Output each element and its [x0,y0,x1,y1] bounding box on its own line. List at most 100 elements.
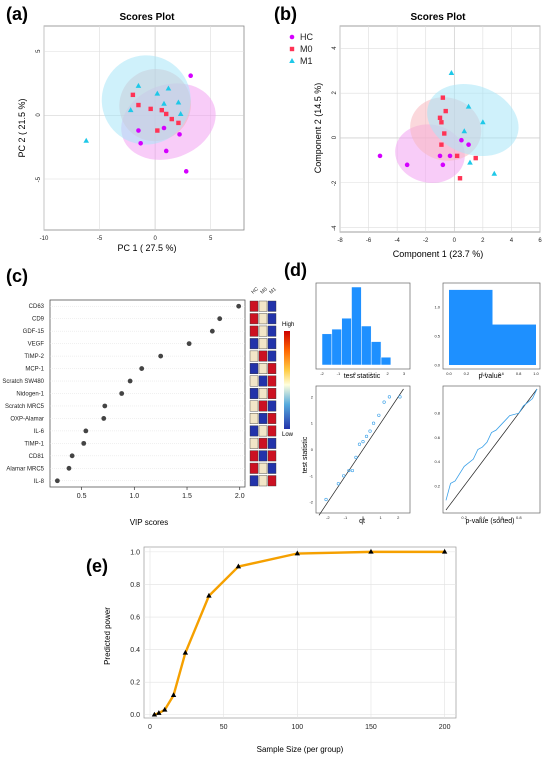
panel-d-qq-point [398,395,402,399]
panel-c-heatmap-cell [267,300,277,312]
panel-d-pp-xtick-label: 0.2 [461,515,467,520]
panel-c-heatmap-cell [249,425,259,437]
panel-d-hist1-bar [370,341,382,366]
panel-c-heatmap-cell [258,338,268,350]
panel-c-x-tick-label: 1.0 [129,493,139,500]
panel-c-heatmap-cell [267,437,277,449]
panel-a-point-m1 [154,90,161,96]
panel-a-point-hc [136,128,141,133]
panel-d-hist2-xlabel: p-value [479,373,502,380]
panel-c-category-label: Nidogen-1 [16,392,44,398]
panel-c-heatmap-cell [249,413,259,424]
panel-e-xlabel: Sample Size (per group) [257,745,344,754]
panel-a-point-hc [183,169,189,174]
panel-b-xlabel: Component 1 (23.7 %) [393,249,484,259]
panel-d-pp-xtick-label: 0.8 [516,515,522,520]
panel-b-point-hc [404,162,410,168]
panel-d-qq-point [377,413,381,417]
panel-c-heatmap-cell [267,400,277,412]
panel-c-heatmap-cell [258,400,268,412]
panel-c-vip-point [139,366,145,371]
panel-c-category-label: VEGF [28,342,45,348]
plots-layer: -10 -5 0 5-505-8 -6 -4 -2 0 2 4 6-4-2024HCM0M1CD63… [2,25,542,731]
panel-a-point-m0 [176,120,181,126]
panel-a-point-m1 [177,110,184,116]
panel-d-pp-xtick-label: 0.4 [480,515,486,520]
panel-d-hist1-tick-label: 1 [370,371,373,376]
panel-c-category-label: TIMP-1 [24,441,44,447]
panel-b-point-m0 [437,115,443,121]
panel-c-category-label: Scratch SW480 [2,379,44,385]
panel-e-ylabel: Predicted power [103,607,112,665]
panel-d-qq-xtick-label: 1 [379,515,382,520]
panel-b-point-m1 [491,170,498,176]
panel-d-qq-ytick-label: -1 [309,473,313,478]
panel-a-point-hc [177,132,182,137]
panel-b-y-tick-label: -4 [332,225,338,231]
panel-b-y-tick-label: -2 [332,180,338,186]
panel-d-hist2-tick-label: 1.0 [533,371,539,376]
panel-a-point-m0 [169,116,174,122]
panel-b-x-tick-label: 0 [453,238,457,244]
panel-c-heatmap-column-label: M0 [259,286,268,295]
panel-e-y-tick-label: 1.0 [130,549,140,556]
panel-a-point-m1 [127,107,134,113]
panel-e-x-tick-label: 100 [291,724,303,731]
panel-d-hist2-tick-label: 0.2 [464,371,470,376]
panel-d-hist2-bar [449,289,493,365]
panel-b-x-tick-label: 6 [538,238,542,244]
panel-b-point-m0 [439,142,444,147]
panel-d-qq-point [342,474,346,478]
panel-c-heatmap-cell [258,300,268,312]
panel-b-y-tick-label: 2 [332,91,338,95]
panel-e-x-tick-label: 50 [220,724,228,731]
panel-e-point [368,548,374,554]
panel-d-qq-point [350,468,355,473]
panel-d-qq-point [336,482,340,486]
panel-c-vip-point [66,465,72,471]
panel-e-y-tick-label: 0.0 [130,712,140,719]
panel-c-heatmap-cell [267,375,277,387]
panel-c-heatmap-cell [267,350,277,362]
panel-c-heatmap-cell [249,400,259,412]
panel-a-x-tick-label: -10 [40,236,49,242]
panel-c-heatmap-cell [249,350,259,362]
panel-d-pp-line [445,388,538,501]
panel-c-vip-point [217,316,223,322]
panel-e-x-tick-label: 0 [148,724,152,731]
panel-b-legend-marker [289,34,295,40]
panel-c-vip-point [81,440,87,446]
panel-b-point-hc [466,142,471,147]
panel-a-point-hc [163,148,169,154]
panel-d-pp-ytick-label: 0.2 [434,483,440,488]
panel-e-plot-area [143,546,457,719]
panel-b-legend-marker [289,58,295,63]
panel-c-heatmap-cell [267,363,277,375]
panel-b-title: Scores Plot [410,12,466,23]
panel-c-category-label: Scratch MRC5 [5,404,45,410]
panel-a-xlabel: PC 1 ( 27.5 %) [117,243,176,253]
panel-d-qq-point [371,421,376,425]
panel-a-point-m1 [83,137,90,143]
panel-c-heatmap-cell [258,313,268,325]
panel-a-point-hc [161,125,167,131]
panel-c-heatmap-cell [267,388,277,399]
panel-e-point [151,711,158,717]
panel-a-ellipse-m1 [101,55,191,145]
panel-b-legend-label: M1 [300,56,313,66]
panel-e-x-tick-label: 150 [365,724,377,731]
panel-a-x-tick-label: 0 [153,236,157,242]
panel-d-qq-ytick-label: 1 [311,421,314,426]
panel-d-qq-ytick-label: 0 [311,447,314,452]
panel-b-point-m1 [461,128,468,134]
panel-a-x-tick-label: -5 [97,236,103,242]
panel-b-ellipse-m1 [427,84,519,157]
panel-d-qq-xlabel: qt [359,518,365,525]
panel-e-y-tick-label: 0.6 [130,615,140,622]
panel-d-qq-xtick-label: -2 [326,515,330,520]
panel-c-heatmap-cell [267,425,277,437]
panel-e-point [170,692,177,697]
panel-a-ylabel: PC 2 ( 21.5 %) [17,98,27,157]
panel-c-heatmap-cell [249,313,259,325]
panel-b-point-m0 [440,95,446,100]
